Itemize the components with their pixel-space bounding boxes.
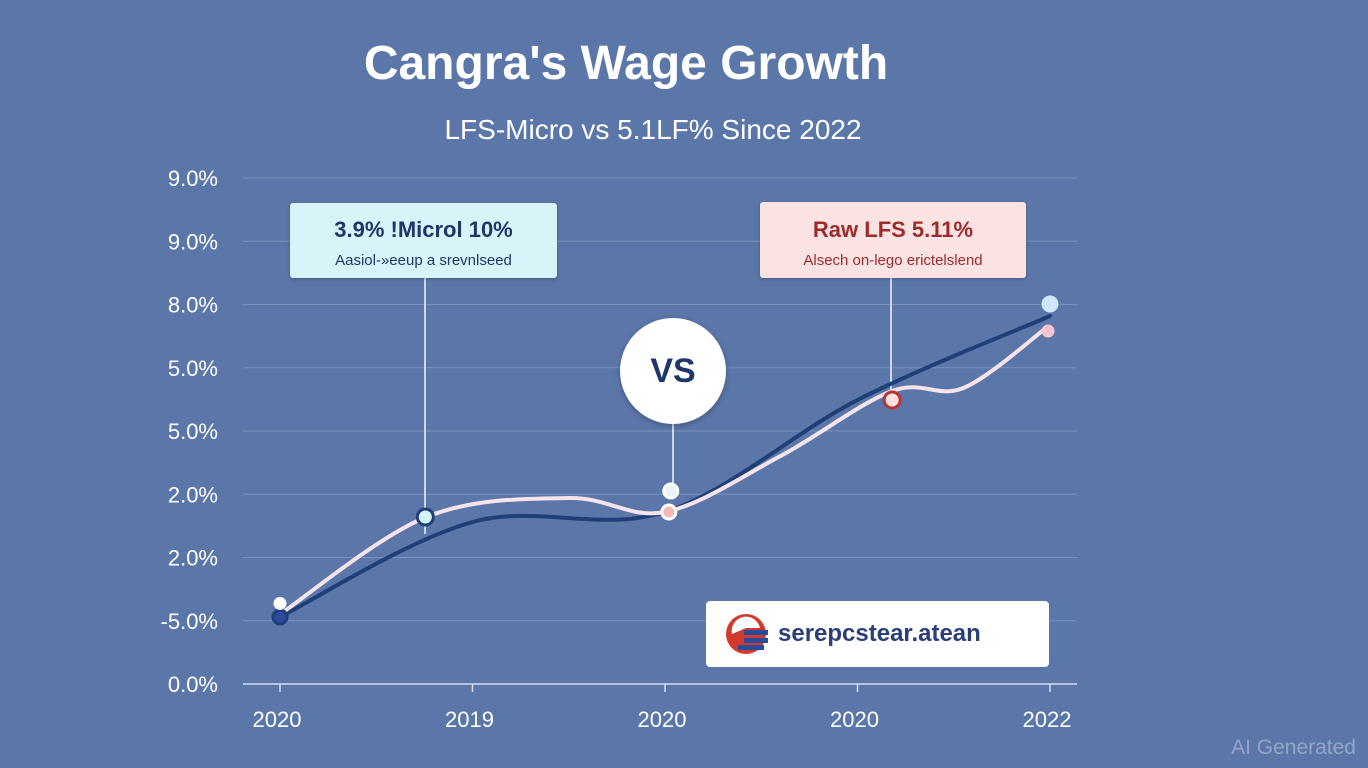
y-axis-tick-labels: 9.0% 9.0% 8.0% 5.0% 5.0% 2.0% 2.0% -5.0% 0.0%	[161, 166, 218, 697]
callout-micro: 3.9% !Microl 10% Aasiol-»eeup a srevnlse…	[290, 203, 557, 278]
ai-generated-watermark: AI Generated	[1231, 736, 1356, 759]
y-tick-label: 2.0%	[168, 482, 218, 507]
data-point-marker	[1041, 324, 1055, 338]
y-tick-label: 5.0%	[168, 356, 218, 381]
data-point-marker	[271, 608, 289, 626]
data-point-marker	[882, 390, 902, 410]
chart-subtitle: LFS-Micro vs 5.1LF% Since 2022	[444, 114, 861, 145]
brand-logo-box: serepcstear.atean	[706, 601, 1049, 667]
x-tick-label: 2022	[1023, 707, 1072, 732]
x-tick-label: 2020	[638, 707, 687, 732]
x-tick-label: 2019	[445, 707, 494, 732]
data-point-marker	[1041, 295, 1059, 313]
brand-logo-icon	[726, 614, 768, 654]
data-point-marker	[273, 596, 287, 610]
x-axis-tick-labels: 2020 2019 2020 2020 2022	[253, 684, 1072, 732]
data-point-marker	[660, 503, 678, 521]
callout-micro-text: Aasiol-»eeup a srevnlseed	[335, 252, 512, 269]
y-tick-label: -5.0%	[161, 609, 218, 634]
y-tick-label: 2.0%	[168, 546, 218, 571]
callout-raw-lfs: Raw LFS 5.11% Alsech on-lego erictelslen…	[760, 202, 1026, 278]
y-tick-label: 0.0%	[168, 672, 218, 697]
callout-raw-lfs-text: Alsech on-lego erictelslend	[803, 252, 983, 269]
callout-micro-title: 3.9% !Microl 10%	[334, 217, 513, 242]
data-point-marker	[662, 482, 680, 500]
callout-leader-lines	[424, 278, 892, 534]
chart-title: Cangra's Wage Growth	[364, 37, 888, 90]
y-tick-label: 5.0%	[168, 419, 218, 444]
vs-badge: VS	[620, 318, 726, 424]
data-point-marker	[415, 507, 435, 527]
y-tick-label: 9.0%	[168, 166, 218, 191]
y-tick-label: 9.0%	[168, 229, 218, 254]
x-tick-label: 2020	[830, 707, 879, 732]
brand-logo-text: serepcstear.atean	[778, 620, 981, 647]
y-tick-label: 8.0%	[168, 293, 218, 318]
x-tick-label: 2020	[253, 707, 302, 732]
callout-raw-lfs-title: Raw LFS 5.11%	[812, 217, 974, 242]
point-markers	[271, 295, 1059, 626]
